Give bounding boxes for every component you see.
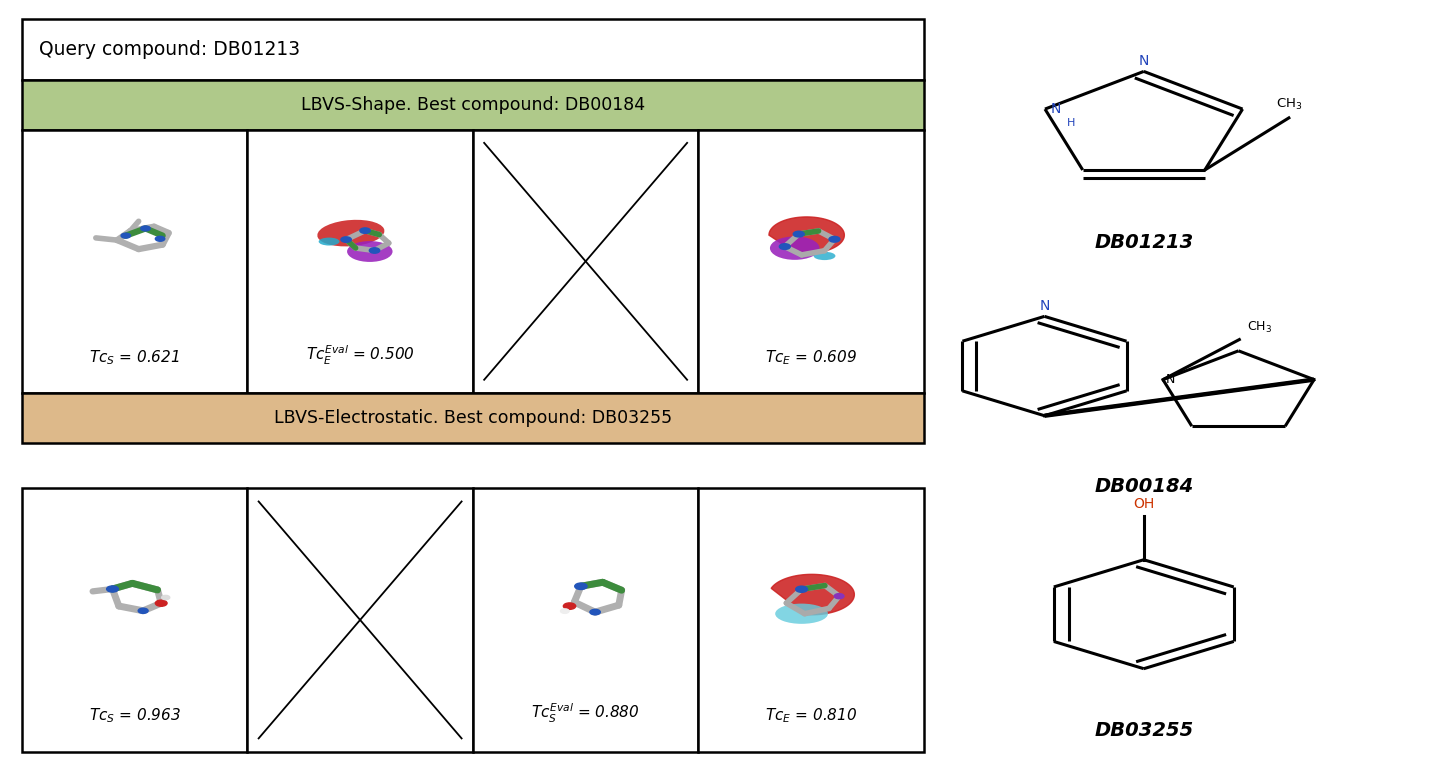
Polygon shape (771, 575, 854, 615)
Ellipse shape (348, 241, 393, 262)
Text: DB00184: DB00184 (1094, 477, 1193, 496)
Ellipse shape (317, 220, 384, 246)
Circle shape (575, 583, 586, 590)
Circle shape (340, 237, 351, 243)
Bar (22, 19, 924, 80)
Circle shape (138, 608, 148, 613)
Circle shape (359, 228, 370, 233)
Ellipse shape (770, 237, 819, 260)
Circle shape (589, 610, 601, 615)
Bar (473, 488, 698, 752)
Circle shape (156, 237, 164, 241)
Circle shape (162, 595, 170, 600)
Text: DB03255: DB03255 (1094, 721, 1193, 740)
Text: N: N (1165, 373, 1176, 386)
Ellipse shape (776, 604, 828, 624)
Text: $Tc_E^{Eval}$ = 0.500: $Tc_E^{Eval}$ = 0.500 (306, 343, 415, 366)
Bar (473, 130, 698, 393)
Bar (22, 488, 247, 752)
Bar (698, 130, 924, 393)
Text: N: N (1139, 53, 1149, 68)
Text: OH: OH (1133, 497, 1154, 511)
Bar (22, 393, 924, 443)
Circle shape (121, 233, 131, 238)
Circle shape (563, 603, 576, 610)
Ellipse shape (813, 252, 835, 260)
Circle shape (829, 237, 840, 242)
Circle shape (156, 600, 167, 607)
Text: $Tc_E$ = 0.609: $Tc_E$ = 0.609 (765, 348, 857, 366)
Text: $Tc_S$ = 0.963: $Tc_S$ = 0.963 (89, 707, 180, 725)
Text: LBVS-Electrostatic. Best compound: DB03255: LBVS-Electrostatic. Best compound: DB032… (274, 409, 672, 427)
Circle shape (780, 243, 790, 250)
Text: Query compound: DB01213: Query compound: DB01213 (39, 40, 300, 59)
Circle shape (106, 586, 118, 592)
Text: $Tc_E$ = 0.810: $Tc_E$ = 0.810 (765, 707, 857, 725)
Polygon shape (768, 217, 844, 253)
Circle shape (141, 226, 150, 231)
Circle shape (370, 248, 380, 253)
Text: LBVS-Shape. Best compound: DB00184: LBVS-Shape. Best compound: DB00184 (301, 96, 645, 114)
Text: DB01213: DB01213 (1094, 233, 1193, 252)
Ellipse shape (319, 237, 339, 246)
Text: N: N (1051, 102, 1061, 116)
Circle shape (834, 594, 844, 599)
Text: N: N (1039, 298, 1049, 313)
Text: $Tc_S$ = 0.621: $Tc_S$ = 0.621 (89, 348, 180, 366)
Text: CH$_3$: CH$_3$ (1276, 97, 1302, 112)
Bar (247, 130, 473, 393)
Text: $Tc_S^{Eval}$ = 0.880: $Tc_S^{Eval}$ = 0.880 (531, 702, 640, 725)
Bar (247, 488, 473, 752)
Text: H: H (1067, 118, 1075, 128)
Circle shape (796, 586, 808, 592)
Text: CH$_3$: CH$_3$ (1247, 320, 1272, 335)
Circle shape (793, 231, 805, 237)
Bar (698, 488, 924, 752)
Bar (22, 80, 924, 130)
Bar (22, 130, 247, 393)
Circle shape (560, 609, 569, 613)
